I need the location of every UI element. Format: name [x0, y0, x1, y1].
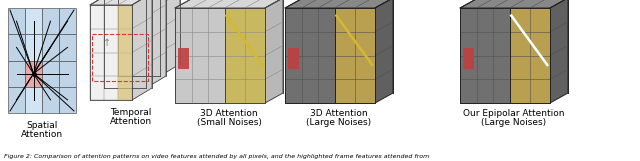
Text: Our Epipolar Attention: Our Epipolar Attention — [463, 109, 564, 118]
Text: Attention: Attention — [110, 117, 152, 126]
Bar — [118, 5, 132, 100]
Bar — [460, 8, 509, 103]
Polygon shape — [550, 0, 568, 103]
Text: (Small Noises): (Small Noises) — [196, 118, 261, 127]
Polygon shape — [160, 0, 180, 76]
Polygon shape — [460, 0, 568, 8]
Bar — [335, 8, 375, 103]
Polygon shape — [146, 0, 166, 88]
Bar — [118, 0, 160, 76]
Bar — [25, 34, 42, 61]
Polygon shape — [90, 0, 152, 5]
Polygon shape — [265, 0, 283, 103]
Text: Spatial: Spatial — [26, 121, 58, 130]
Bar — [59, 34, 76, 61]
Bar — [59, 8, 76, 34]
Bar — [42, 61, 59, 87]
Text: Temporal: Temporal — [110, 108, 152, 117]
Bar — [8, 87, 25, 113]
Bar — [463, 48, 474, 69]
Bar — [25, 8, 42, 34]
Bar — [104, 0, 146, 88]
Bar — [8, 34, 25, 61]
Polygon shape — [175, 0, 283, 8]
Bar — [59, 61, 76, 87]
Bar — [42, 87, 59, 113]
Text: (Large Noises): (Large Noises) — [307, 118, 372, 127]
Text: 3D Attention: 3D Attention — [200, 109, 258, 118]
Bar — [178, 48, 189, 69]
Text: (Large Noises): (Large Noises) — [481, 118, 547, 127]
Bar — [8, 61, 25, 87]
Polygon shape — [375, 0, 393, 103]
Bar — [8, 8, 25, 34]
Polygon shape — [285, 0, 393, 8]
Bar — [288, 48, 298, 69]
Polygon shape — [132, 0, 152, 100]
Text: ↑: ↑ — [103, 38, 111, 48]
Bar — [285, 8, 335, 103]
Bar — [509, 8, 550, 103]
Bar — [225, 8, 265, 103]
Bar — [42, 8, 59, 34]
Bar — [92, 33, 148, 81]
Bar — [175, 8, 225, 103]
Text: Attention: Attention — [21, 130, 63, 139]
Bar — [25, 61, 42, 87]
Bar — [25, 87, 42, 113]
Bar — [42, 34, 59, 61]
Bar — [90, 5, 132, 100]
Bar — [59, 87, 76, 113]
Text: Figure 2: Comparison of attention patterns on video features attended by all pix: Figure 2: Comparison of attention patter… — [4, 154, 429, 159]
Text: 3D Attention: 3D Attention — [310, 109, 368, 118]
